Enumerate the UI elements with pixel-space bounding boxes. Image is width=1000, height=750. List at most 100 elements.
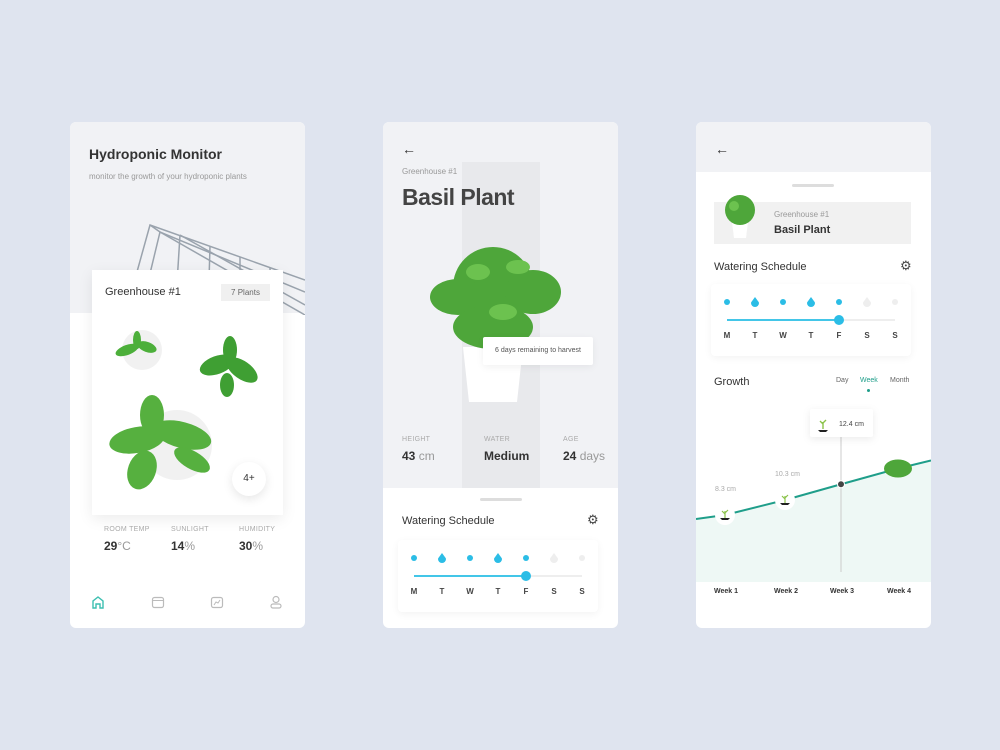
schedule-day[interactable]: T [432, 553, 452, 596]
schedule-title: Watering Schedule [402, 515, 495, 527]
day-letter: M [410, 587, 418, 596]
stat-label: ROOM TEMP [104, 526, 150, 533]
plant-summary-card[interactable]: Greenhouse #1 Basil Plant [714, 195, 911, 244]
day-letter: T [439, 587, 445, 596]
stat-value: 29°C [104, 539, 131, 553]
tooltip-value: 12.4 cm [839, 421, 864, 428]
water-dot-icon [467, 555, 473, 561]
stat-label: HUMIDITY [239, 526, 276, 533]
active-tab-indicator [867, 389, 870, 392]
schedule-day[interactable]: S [885, 299, 905, 340]
water-dot-icon [892, 299, 898, 305]
water-drop-icon [494, 553, 502, 563]
growth-title: Growth [714, 376, 750, 388]
greenhouse-card[interactable]: Greenhouse #1 7 Plants 4+ [92, 270, 283, 515]
sheet-handle[interactable] [480, 498, 522, 501]
schedule-slider-handle[interactable] [834, 315, 844, 325]
seedling-icon [819, 419, 827, 429]
tab-month[interactable]: Month [890, 377, 910, 384]
stat-value: 24 days [563, 449, 606, 463]
water-drop-icon [438, 553, 446, 563]
schedule-day[interactable]: T [488, 553, 508, 596]
schedule-day[interactable]: S [544, 553, 564, 596]
screen-plant-detail: ← Greenhouse #1 Basil Plant 6 days remai… [383, 122, 618, 628]
gear-icon[interactable]: ⚙ [587, 512, 599, 527]
gear-icon[interactable]: ⚙ [900, 258, 912, 273]
stat-label: SUNLIGHT [171, 526, 209, 533]
schedule-day[interactable]: T [745, 297, 765, 340]
back-button[interactable]: ← [402, 141, 416, 157]
day-letter: M [723, 331, 731, 340]
water-dot-icon [411, 555, 417, 561]
seedling-icon [721, 509, 729, 518]
stat-label: HEIGHT [402, 436, 431, 443]
water-dot-icon [836, 299, 842, 305]
schedule-slider-handle[interactable] [521, 571, 531, 581]
greenhouse-label: Greenhouse #1 [774, 210, 830, 219]
stat-value: 43 cm [402, 449, 435, 463]
seedling-icon [720, 518, 730, 520]
tab-day[interactable]: Day [836, 377, 849, 384]
water-dot-icon [724, 299, 730, 305]
day-letter: W [779, 331, 787, 340]
schedule-title: Watering Schedule [714, 261, 807, 273]
water-drop-icon [863, 297, 871, 307]
schedule-day[interactable]: W [773, 299, 793, 340]
user-icon[interactable] [269, 595, 283, 609]
water-dot-icon [579, 555, 585, 561]
screen-growth: ← Greenhouse #1 Basil Plant Watering Sch… [696, 122, 931, 628]
water-drop-icon [807, 297, 815, 307]
app-subtitle: monitor the growth of your hydroponic pl… [89, 172, 247, 181]
x-tick-label: Week 3 [830, 588, 854, 595]
app-title: Hydroponic Monitor [89, 146, 222, 162]
data-point [837, 480, 845, 489]
schedule-day[interactable]: T [801, 297, 821, 340]
basil-thumbnail [725, 195, 755, 238]
schedule-day[interactable]: F [829, 299, 849, 340]
schedule-day[interactable]: S [857, 297, 877, 340]
plant-title: Basil Plant [402, 184, 515, 210]
day-letter: S [864, 331, 870, 340]
growth-chart: 8.3 cm 10.3 cm 12.4 cm [696, 409, 931, 582]
stat-label: WATER [484, 436, 510, 443]
home-icon[interactable] [91, 595, 105, 609]
x-tick-label: Week 2 [774, 588, 798, 595]
sheet-handle[interactable] [792, 184, 834, 187]
tab-week[interactable]: Week [860, 377, 878, 384]
schedule-progress [414, 575, 526, 577]
water-dot-icon [523, 555, 529, 561]
plants-count-badge: 7 Plants [221, 284, 270, 301]
day-letter: S [892, 331, 898, 340]
stat-value: Medium [484, 449, 530, 463]
harvest-tooltip: 6 days remaining to harvest [483, 337, 593, 365]
schedule-day[interactable]: M [717, 299, 737, 340]
stat-label: AGE [563, 436, 579, 443]
day-letter: T [752, 331, 758, 340]
day-letter: F [836, 331, 842, 340]
schedule-day[interactable]: F [516, 555, 536, 596]
greenhouse-name: Greenhouse #1 [105, 286, 181, 298]
plant-images [109, 330, 258, 490]
screen-hydroponic-monitor: Hydroponic Monitor monitor the growth of… [70, 122, 305, 628]
room-stats: ROOM TEMP 29°C SUNLIGHT 14% HUMIDITY 30% [92, 520, 283, 568]
schedule-day[interactable]: M [404, 555, 424, 596]
chart-icon[interactable] [210, 595, 224, 609]
seedling-icon [818, 430, 828, 432]
day-letter: S [579, 587, 585, 596]
day-letter: S [551, 587, 557, 596]
growth-area [696, 460, 931, 582]
day-letter: F [523, 587, 529, 596]
schedule-day[interactable]: S [572, 555, 592, 596]
day-letter: T [495, 587, 501, 596]
x-tick-label: Week 4 [887, 588, 911, 595]
x-tick-label: Week 1 [714, 588, 738, 595]
more-plants-button[interactable]: 4+ [232, 462, 266, 496]
water-drop-icon [550, 553, 558, 563]
back-button[interactable]: ← [715, 141, 729, 157]
calendar-icon[interactable] [151, 595, 165, 609]
basil-pot-image [430, 247, 561, 402]
schedule-day[interactable]: W [460, 555, 480, 596]
bottom-nav [70, 592, 305, 614]
